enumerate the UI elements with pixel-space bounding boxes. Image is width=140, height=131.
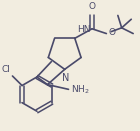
Text: O: O	[88, 2, 95, 11]
Text: NH$_2$: NH$_2$	[71, 83, 90, 96]
Text: N: N	[62, 73, 69, 83]
Text: HN: HN	[77, 24, 90, 34]
Text: Cl: Cl	[2, 65, 10, 74]
Text: O: O	[108, 28, 115, 37]
